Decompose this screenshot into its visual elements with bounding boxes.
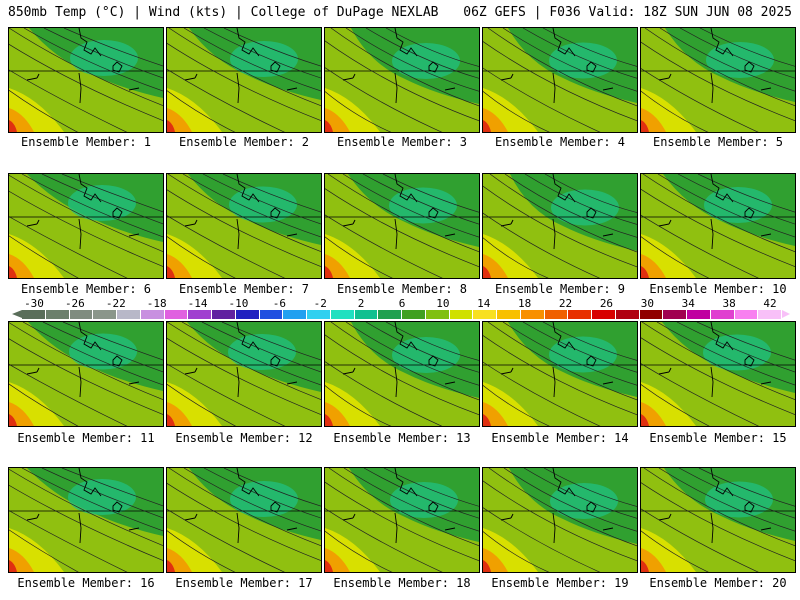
colorbar-segment <box>758 310 782 319</box>
colorbar-tick-label: -22 <box>105 297 126 310</box>
colorbar-segment <box>449 310 474 319</box>
colorbar-right-arrow <box>782 310 790 318</box>
member-caption: Ensemble Member: 19 <box>491 576 629 590</box>
colorbar-tick-label: -10 <box>228 297 249 310</box>
member-caption: Ensemble Member: 12 <box>175 431 313 445</box>
member-caption: Ensemble Member: 18 <box>333 576 471 590</box>
member-caption: Ensemble Member: 13 <box>333 431 471 445</box>
colorbar-segment <box>734 310 759 319</box>
member-map-panel <box>324 27 480 133</box>
member-caption: Ensemble Member: 15 <box>649 431 787 445</box>
colorbar-tick-label: 6 <box>398 297 406 310</box>
colorbar-segment <box>188 310 212 319</box>
colorbar-tick-label: 18 <box>518 297 532 310</box>
member-map-panel <box>640 27 796 133</box>
colorbar-segment <box>568 310 592 319</box>
member-caption: Ensemble Member: 20 <box>649 576 787 590</box>
colorbar-segment <box>402 310 426 319</box>
member-map-panel <box>8 173 164 279</box>
colorbar-tick-label: -2 <box>313 297 327 310</box>
member-map-panel <box>166 173 322 279</box>
colorbar-left-arrow <box>12 310 22 318</box>
colorbar-segment <box>212 310 236 319</box>
colorbar-segment <box>520 310 545 319</box>
member-map-panel <box>8 467 164 573</box>
run-valid-time: 06Z GEFS | F036 Valid: 18Z SUN JUN 08 20… <box>463 5 792 20</box>
colorbar-tick-label: -18 <box>146 297 167 310</box>
colorbar-segment <box>22 310 46 319</box>
map-title: 850mb Temp (°C) | Wind (kts) | College o… <box>8 5 439 20</box>
member-map-panel <box>482 321 638 427</box>
colorbar-segment <box>283 310 307 319</box>
member-caption: Ensemble Member: 3 <box>336 135 468 149</box>
colorbar-segment <box>117 310 141 319</box>
colorbar-segment <box>592 310 616 319</box>
member-map-panel <box>166 321 322 427</box>
colorbar-segment <box>164 310 189 319</box>
colorbar-segment <box>710 310 735 319</box>
colorbar-segment <box>544 310 569 319</box>
colorbar-segment <box>425 310 450 319</box>
member-caption: Ensemble Member: 11 <box>17 431 155 445</box>
colorbar-segment <box>69 310 94 319</box>
member-caption: Ensemble Member: 7 <box>178 282 310 296</box>
colorbar-segment <box>45 310 70 319</box>
colorbar-segment <box>687 310 711 319</box>
colorbar-segment <box>473 310 497 319</box>
colorbar-tick-label: -6 <box>272 297 286 310</box>
member-map-panel <box>166 467 322 573</box>
colorbar-tick-label: 14 <box>477 297 491 310</box>
member-map-panel <box>324 321 480 427</box>
member-map-panel <box>640 173 796 279</box>
member-caption: Ensemble Member: 8 <box>336 282 468 296</box>
colorbar-segment <box>615 310 640 319</box>
member-map-panel <box>324 173 480 279</box>
member-caption: Ensemble Member: 6 <box>20 282 152 296</box>
colorbar-tick-label: 42 <box>763 297 777 310</box>
colorbar-tick-label: -30 <box>24 297 44 310</box>
colorbar-segment <box>378 310 402 319</box>
colorbar-tick-label: 34 <box>681 297 695 310</box>
colorbar-segment <box>497 310 521 319</box>
colorbar-tick-label: 10 <box>436 297 450 310</box>
member-map-panel <box>324 467 480 573</box>
colorbar-tick-label: -14 <box>187 297 208 310</box>
member-caption: Ensemble Member: 16 <box>17 576 155 590</box>
colorbar-tick-label: 26 <box>599 297 614 310</box>
member-caption: Ensemble Member: 2 <box>178 135 310 149</box>
colorbar-track <box>22 310 782 319</box>
colorbar-segment <box>140 310 165 319</box>
member-map-panel <box>8 321 164 427</box>
colorbar-tick-label: 22 <box>558 297 573 310</box>
member-caption: Ensemble Member: 10 <box>649 282 787 296</box>
member-caption: Ensemble Member: 4 <box>494 135 626 149</box>
member-map-panel <box>482 27 638 133</box>
colorbar-segment <box>235 310 260 319</box>
member-map-panel <box>482 173 638 279</box>
colorbar-tick-label: 2 <box>357 297 365 310</box>
member-map-panel <box>640 467 796 573</box>
member-map-panel <box>640 321 796 427</box>
colorbar-segment <box>663 310 687 319</box>
colorbar-tick-label: 38 <box>722 297 736 310</box>
colorbar-tick-label: -26 <box>64 297 85 310</box>
colorbar-segment <box>354 310 379 319</box>
member-caption: Ensemble Member: 1 <box>20 135 152 149</box>
colorbar-segment <box>330 310 355 319</box>
colorbar-segment <box>259 310 284 319</box>
colorbar-segment <box>307 310 331 319</box>
member-map-panel <box>166 27 322 133</box>
member-caption: Ensemble Member: 17 <box>175 576 313 590</box>
member-caption: Ensemble Member: 14 <box>491 431 629 445</box>
member-map-panel <box>8 27 164 133</box>
colorbar-tick-label: 30 <box>640 297 654 310</box>
member-caption: Ensemble Member: 5 <box>652 135 784 149</box>
member-map-panel <box>482 467 638 573</box>
colorbar-segment <box>639 310 664 319</box>
colorbar-segment <box>93 310 117 319</box>
member-caption: Ensemble Member: 9 <box>494 282 626 296</box>
